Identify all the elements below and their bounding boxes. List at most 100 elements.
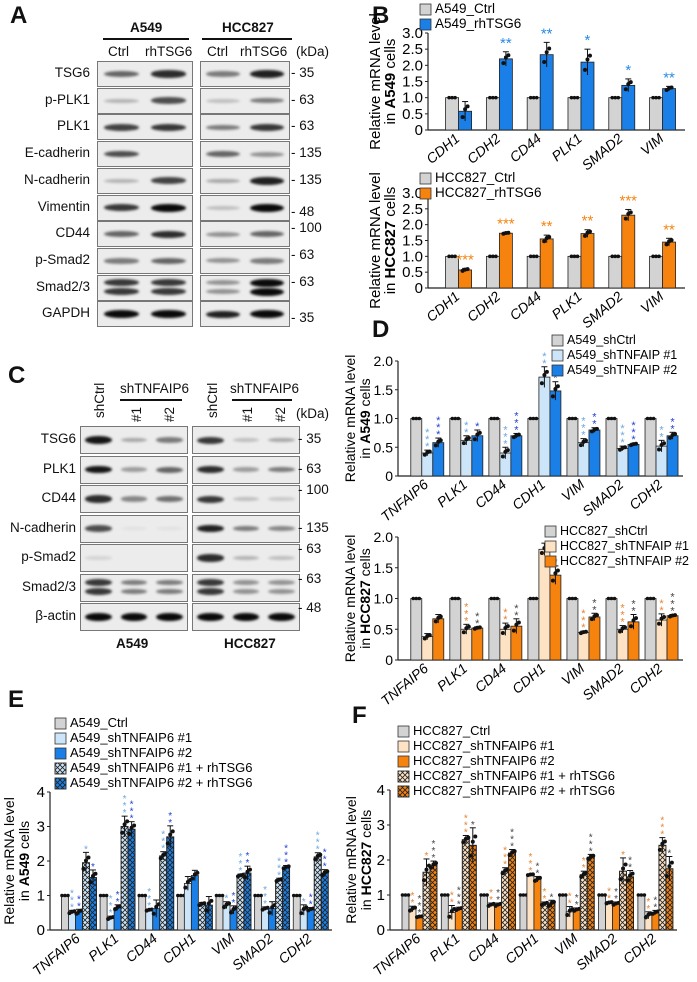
y-axis-label: Relative mRNA level <box>367 13 384 150</box>
bar <box>485 255 500 289</box>
significance-star: * <box>436 415 441 427</box>
data-point <box>542 239 547 244</box>
blot-band <box>206 231 240 237</box>
data-point <box>427 633 432 638</box>
bar <box>498 58 513 131</box>
data-point <box>228 910 233 915</box>
blot-band <box>120 588 148 595</box>
significance-star: * <box>659 431 664 443</box>
legend-swatch-hatch <box>54 762 67 775</box>
significance-star: * <box>592 412 597 424</box>
bar <box>598 894 606 931</box>
data-point <box>466 624 471 629</box>
data-point <box>183 885 188 890</box>
blot-band <box>232 438 260 442</box>
kda-marker: - 48 <box>298 600 322 615</box>
significance-star: * <box>646 897 650 908</box>
blot-row-label: N-cadherin <box>9 519 76 535</box>
bar <box>621 84 636 131</box>
data-point <box>623 87 628 92</box>
blot-strip <box>97 114 193 141</box>
significance-star: * <box>581 608 586 620</box>
data-point <box>534 95 539 100</box>
blot-row-label: Vimentin <box>37 198 90 214</box>
significance-stars: * <box>84 844 88 855</box>
data-point <box>443 893 447 897</box>
x-tick-label: VIM <box>637 130 667 158</box>
significance-star: * <box>653 902 657 913</box>
blot-band <box>232 497 260 501</box>
data-point <box>609 416 614 421</box>
y-axis-label: in HCC827 cells <box>358 810 374 910</box>
significance-star: * <box>418 908 422 919</box>
bar <box>612 903 620 931</box>
x-tick-label: CDH1 <box>423 130 462 167</box>
significance-stars: ** <box>628 856 632 874</box>
data-point <box>220 893 225 898</box>
significance-star: * <box>147 894 151 905</box>
y-tick-label: 4 <box>377 782 385 799</box>
significance-star: * <box>542 894 546 905</box>
significance-star: * <box>91 862 95 873</box>
significance-star: * <box>411 898 415 909</box>
bar <box>533 878 542 931</box>
significance-star: * <box>123 794 127 805</box>
significance-star: * <box>130 800 134 811</box>
significance-star: * <box>628 863 632 874</box>
data-point <box>528 254 533 259</box>
significance-stars: *** <box>670 591 675 617</box>
significance-stars: *** <box>277 856 281 881</box>
bar <box>616 628 629 661</box>
data-point <box>573 416 578 421</box>
y-tick-label: 0.5 <box>402 106 423 123</box>
significance-stars: ** <box>542 887 546 905</box>
bar <box>421 636 434 661</box>
bar <box>401 894 410 931</box>
data-point <box>450 596 455 601</box>
data-point <box>494 95 498 100</box>
significance-star: * <box>284 850 288 861</box>
blot-band <box>250 97 284 104</box>
significance-star: * <box>660 816 664 827</box>
blot-band <box>232 467 260 472</box>
y-label-part: cells <box>382 39 399 73</box>
data-point <box>104 893 109 898</box>
significance-star: * <box>263 899 267 910</box>
bar <box>485 97 500 131</box>
panel-label-f: F <box>352 702 367 729</box>
y-tick-label: 2.0 <box>402 217 423 234</box>
data-point <box>667 864 672 869</box>
significance-star: * <box>542 358 547 370</box>
blot-band <box>150 123 187 131</box>
significance-star: * <box>628 856 632 867</box>
blot-band <box>250 151 284 157</box>
significance-star: * <box>496 888 500 899</box>
x-tick-label: CDH1 <box>159 930 198 967</box>
legend-label: A549_shCtrl <box>567 333 636 347</box>
bar <box>488 598 501 661</box>
significance-star: * <box>109 894 113 905</box>
x-tick-label: SMAD2 <box>578 288 625 331</box>
y-tick-label: 4 <box>37 784 45 801</box>
blot-row-label: Smad2/3 <box>21 578 76 594</box>
significance-stars: *** <box>284 843 288 868</box>
bar <box>458 269 472 289</box>
bar <box>649 97 663 131</box>
data-point <box>143 893 148 898</box>
significance-stars: *** <box>425 427 430 453</box>
data-point <box>528 596 533 601</box>
data-point <box>500 630 505 635</box>
blot-strip <box>192 455 300 484</box>
significance-stars: ** <box>309 893 313 911</box>
legend-swatch-hatch <box>397 785 410 798</box>
bar <box>649 255 663 289</box>
significance-star: * <box>659 598 664 610</box>
significance-star: * <box>309 893 313 904</box>
significance-stars: * <box>621 850 625 861</box>
blot-band <box>206 289 240 295</box>
data-point <box>594 613 599 618</box>
data-point <box>657 254 661 259</box>
blot-strip <box>200 301 290 328</box>
data-point <box>507 853 512 858</box>
significance-star: * <box>621 850 625 861</box>
